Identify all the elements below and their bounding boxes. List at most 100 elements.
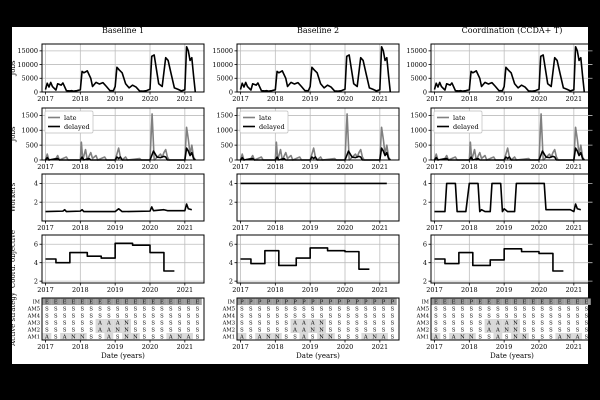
strategy-cell: S bbox=[337, 334, 341, 340]
panel-workers: 2 4 2017 2018 2019 2020 2021 bbox=[229, 173, 400, 232]
strategy-cell: P bbox=[373, 299, 377, 305]
y-tick-label: 0 bbox=[34, 156, 38, 164]
strategy-cell: S bbox=[558, 313, 562, 319]
strategy-cell: S bbox=[567, 306, 571, 312]
strategy-cell: S bbox=[514, 306, 518, 312]
strategy-cell-bg bbox=[484, 298, 494, 305]
y-tick-label: 2 bbox=[34, 277, 38, 285]
strategy-cell: S bbox=[434, 313, 438, 319]
strategy-cell: N bbox=[372, 334, 377, 340]
strategy-cell: S bbox=[391, 334, 395, 340]
strategy-cell: S bbox=[461, 313, 465, 319]
strategy-cell: S bbox=[329, 313, 333, 319]
strategy-cell: N bbox=[124, 327, 129, 333]
strategy-cell: S bbox=[391, 313, 395, 319]
strategy-cell: E bbox=[549, 299, 553, 305]
panel-frame bbox=[430, 234, 594, 284]
strategy-cell: E bbox=[443, 299, 447, 305]
strategy-cell: P bbox=[276, 299, 280, 305]
strategy-cell: S bbox=[523, 313, 527, 319]
strategy-cell: E bbox=[496, 299, 500, 305]
strategy-cell: S bbox=[142, 334, 146, 340]
strategy-cell: S bbox=[443, 306, 447, 312]
x-tick-label: 2019 bbox=[107, 286, 124, 294]
strategy-cell: S bbox=[81, 313, 85, 319]
strategy-cell: S bbox=[443, 313, 447, 319]
strategy-cell: S bbox=[240, 320, 244, 326]
strategy-row-label: AM4 bbox=[27, 314, 41, 320]
strategy-cell: P bbox=[382, 299, 386, 305]
strategy-cell: S bbox=[391, 306, 395, 312]
strategy-cell: S bbox=[382, 327, 386, 333]
y-tick-label: 6 bbox=[229, 241, 233, 249]
strategy-cell: S bbox=[125, 306, 129, 312]
x-tick-label: 2018 bbox=[267, 95, 284, 103]
strategy-cell-bg bbox=[431, 333, 441, 340]
legend-box bbox=[44, 110, 94, 134]
strategy-cell-bg bbox=[122, 333, 131, 340]
strategy-cell-bg bbox=[502, 298, 512, 305]
x-tick-label: 2021 bbox=[177, 224, 194, 232]
y-tick-label: 0 bbox=[34, 88, 38, 96]
y-tick-label: 4 bbox=[229, 180, 233, 188]
x-tick-label: 2020 bbox=[142, 224, 159, 232]
strategy-cell: S bbox=[364, 306, 368, 312]
strategy-cell: S bbox=[89, 327, 93, 333]
legend-box bbox=[433, 110, 483, 134]
strategy-cell-bg bbox=[449, 298, 459, 305]
strategy-cell: N bbox=[319, 327, 324, 333]
strategy-cell: S bbox=[196, 313, 200, 319]
strategy-cell: A bbox=[301, 334, 306, 340]
x-tick-label: 2017 bbox=[426, 286, 443, 294]
strategy-cell: E bbox=[505, 299, 509, 305]
strategy-cell: S bbox=[258, 306, 262, 312]
strategy-cell: S bbox=[54, 306, 58, 312]
strategy-cell: S bbox=[249, 313, 253, 319]
strategy-cell-bg bbox=[148, 298, 158, 305]
x-tick-label: 2019 bbox=[107, 343, 124, 351]
strategy-cell: S bbox=[151, 320, 155, 326]
strategy-cell: S bbox=[45, 320, 49, 326]
strategy-cell: S bbox=[249, 320, 253, 326]
strategy-cell: N bbox=[319, 334, 324, 340]
strategy-cell-bg bbox=[343, 298, 353, 305]
x-tick-label: 2017 bbox=[37, 343, 54, 351]
strategy-cell: S bbox=[434, 327, 438, 333]
panel-frame bbox=[41, 107, 205, 161]
strategy-row-label: AM4 bbox=[222, 314, 236, 320]
y-tick-label: 10000 bbox=[17, 61, 38, 69]
strategy-cell: E bbox=[116, 299, 120, 305]
strategy-cell: S bbox=[585, 306, 589, 312]
x-tick-label: 2020 bbox=[337, 224, 354, 232]
panel-frame bbox=[41, 297, 205, 341]
strategy-cell-bg bbox=[166, 333, 176, 340]
strategy-cell: S bbox=[142, 320, 146, 326]
strategy-cell: S bbox=[531, 306, 535, 312]
strategy-cell: E bbox=[107, 299, 111, 305]
strategy-cell-bg bbox=[502, 319, 512, 326]
x-tick-label: 2018 bbox=[72, 286, 89, 294]
strategy-cell-bg bbox=[237, 333, 247, 340]
strategy-cell: S bbox=[558, 306, 562, 312]
strategy-cell: S bbox=[337, 313, 341, 319]
y-tick-label: 6 bbox=[423, 241, 427, 249]
legend-label-late: late bbox=[64, 114, 77, 122]
strategy-cell-bg bbox=[104, 319, 114, 326]
strategy-cell-bg bbox=[272, 298, 282, 305]
strategy-cell-bg bbox=[139, 298, 149, 305]
strategy-cell: S bbox=[443, 334, 447, 340]
series-line bbox=[239, 45, 392, 93]
strategy-cell: S bbox=[337, 306, 341, 312]
strategy-cell-bg bbox=[60, 333, 70, 340]
strategy-cell: E bbox=[151, 299, 155, 305]
strategy-cell: S bbox=[116, 334, 120, 340]
panel-workers: 2 4 2017 2018 2019 2020 2021 bbox=[34, 173, 205, 232]
y-tick-label: 1500 bbox=[216, 112, 233, 120]
strategy-row-label: AM2 bbox=[222, 328, 235, 334]
strategy-cell-bg bbox=[69, 333, 78, 340]
strategy-row-label: IM bbox=[228, 300, 236, 306]
strategy-cell-bg bbox=[387, 298, 397, 305]
strategy-row-label: AM1 bbox=[222, 335, 235, 341]
strategy-row-label: AM1 bbox=[27, 335, 40, 341]
